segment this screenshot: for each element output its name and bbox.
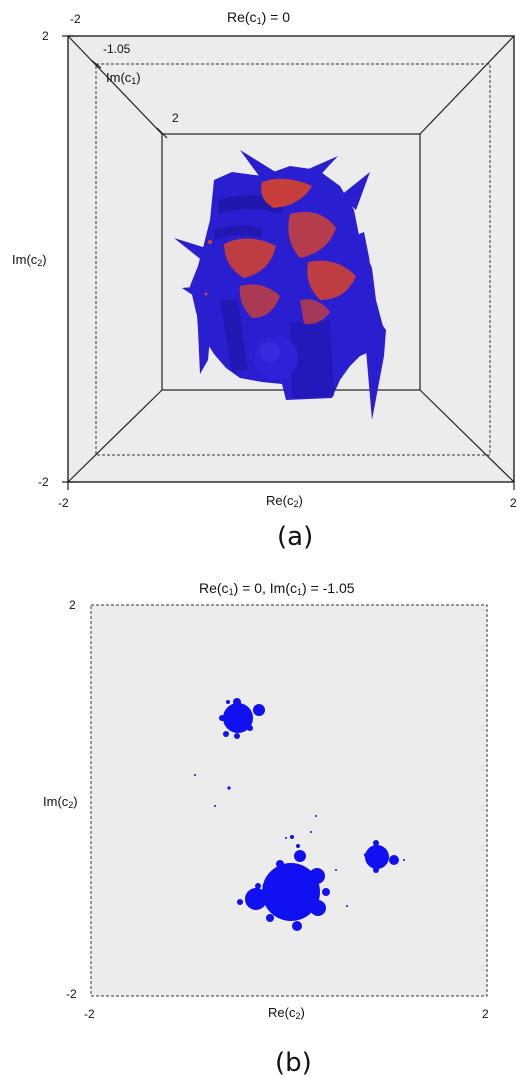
y-min-label-b: -2 xyxy=(66,987,77,1001)
caption-b: (b) xyxy=(275,1048,312,1078)
mandelbrot-slice-set xyxy=(194,698,405,931)
cube-edge-br xyxy=(419,389,515,483)
re-c2-axis-title-a: Re(c2) xyxy=(266,493,303,509)
re-c2-axis-title-b: Re(c2) xyxy=(268,1005,305,1021)
corner-label-inner: 2 xyxy=(172,111,179,125)
corner-label-mid: -1.05 xyxy=(103,42,131,56)
slice-plane-outline xyxy=(95,63,491,456)
x-min-label-b: -2 xyxy=(84,1007,95,1021)
cube-front-frame xyxy=(67,35,515,483)
tick-inner-corner xyxy=(156,127,168,139)
panel-b-title: Re(c1) = 0, Im(c1) = -1.05 xyxy=(199,580,355,597)
im-c2-axis-title-a: Im(c2) xyxy=(12,252,47,268)
tick-mid-corner xyxy=(90,59,102,69)
im-c2-axis-title-b: Im(c2) xyxy=(43,794,78,810)
slice-frame xyxy=(90,604,488,997)
mandelbrot-3d-set xyxy=(174,150,386,420)
y-max-label-b: 2 xyxy=(69,598,76,612)
im-c1-axis-title: Im(c1) xyxy=(106,70,141,86)
y-max-label-a: 2 xyxy=(42,29,49,43)
x-max-label-b: 2 xyxy=(482,1007,489,1021)
caption-a: (a) xyxy=(277,522,314,552)
cube-edge-bl xyxy=(67,389,163,483)
panel-a-cube-render xyxy=(62,35,515,490)
x-min-label-a: -2 xyxy=(58,496,69,510)
panel-a-title: Re(c1) = 0 xyxy=(227,9,290,26)
cube-edge-tr xyxy=(419,35,515,135)
cube-edge-tl xyxy=(67,35,163,135)
x-max-label-a: 2 xyxy=(510,496,517,510)
y-min-label-a: -2 xyxy=(38,475,49,489)
corner-label-top-left: -2 xyxy=(70,12,81,26)
